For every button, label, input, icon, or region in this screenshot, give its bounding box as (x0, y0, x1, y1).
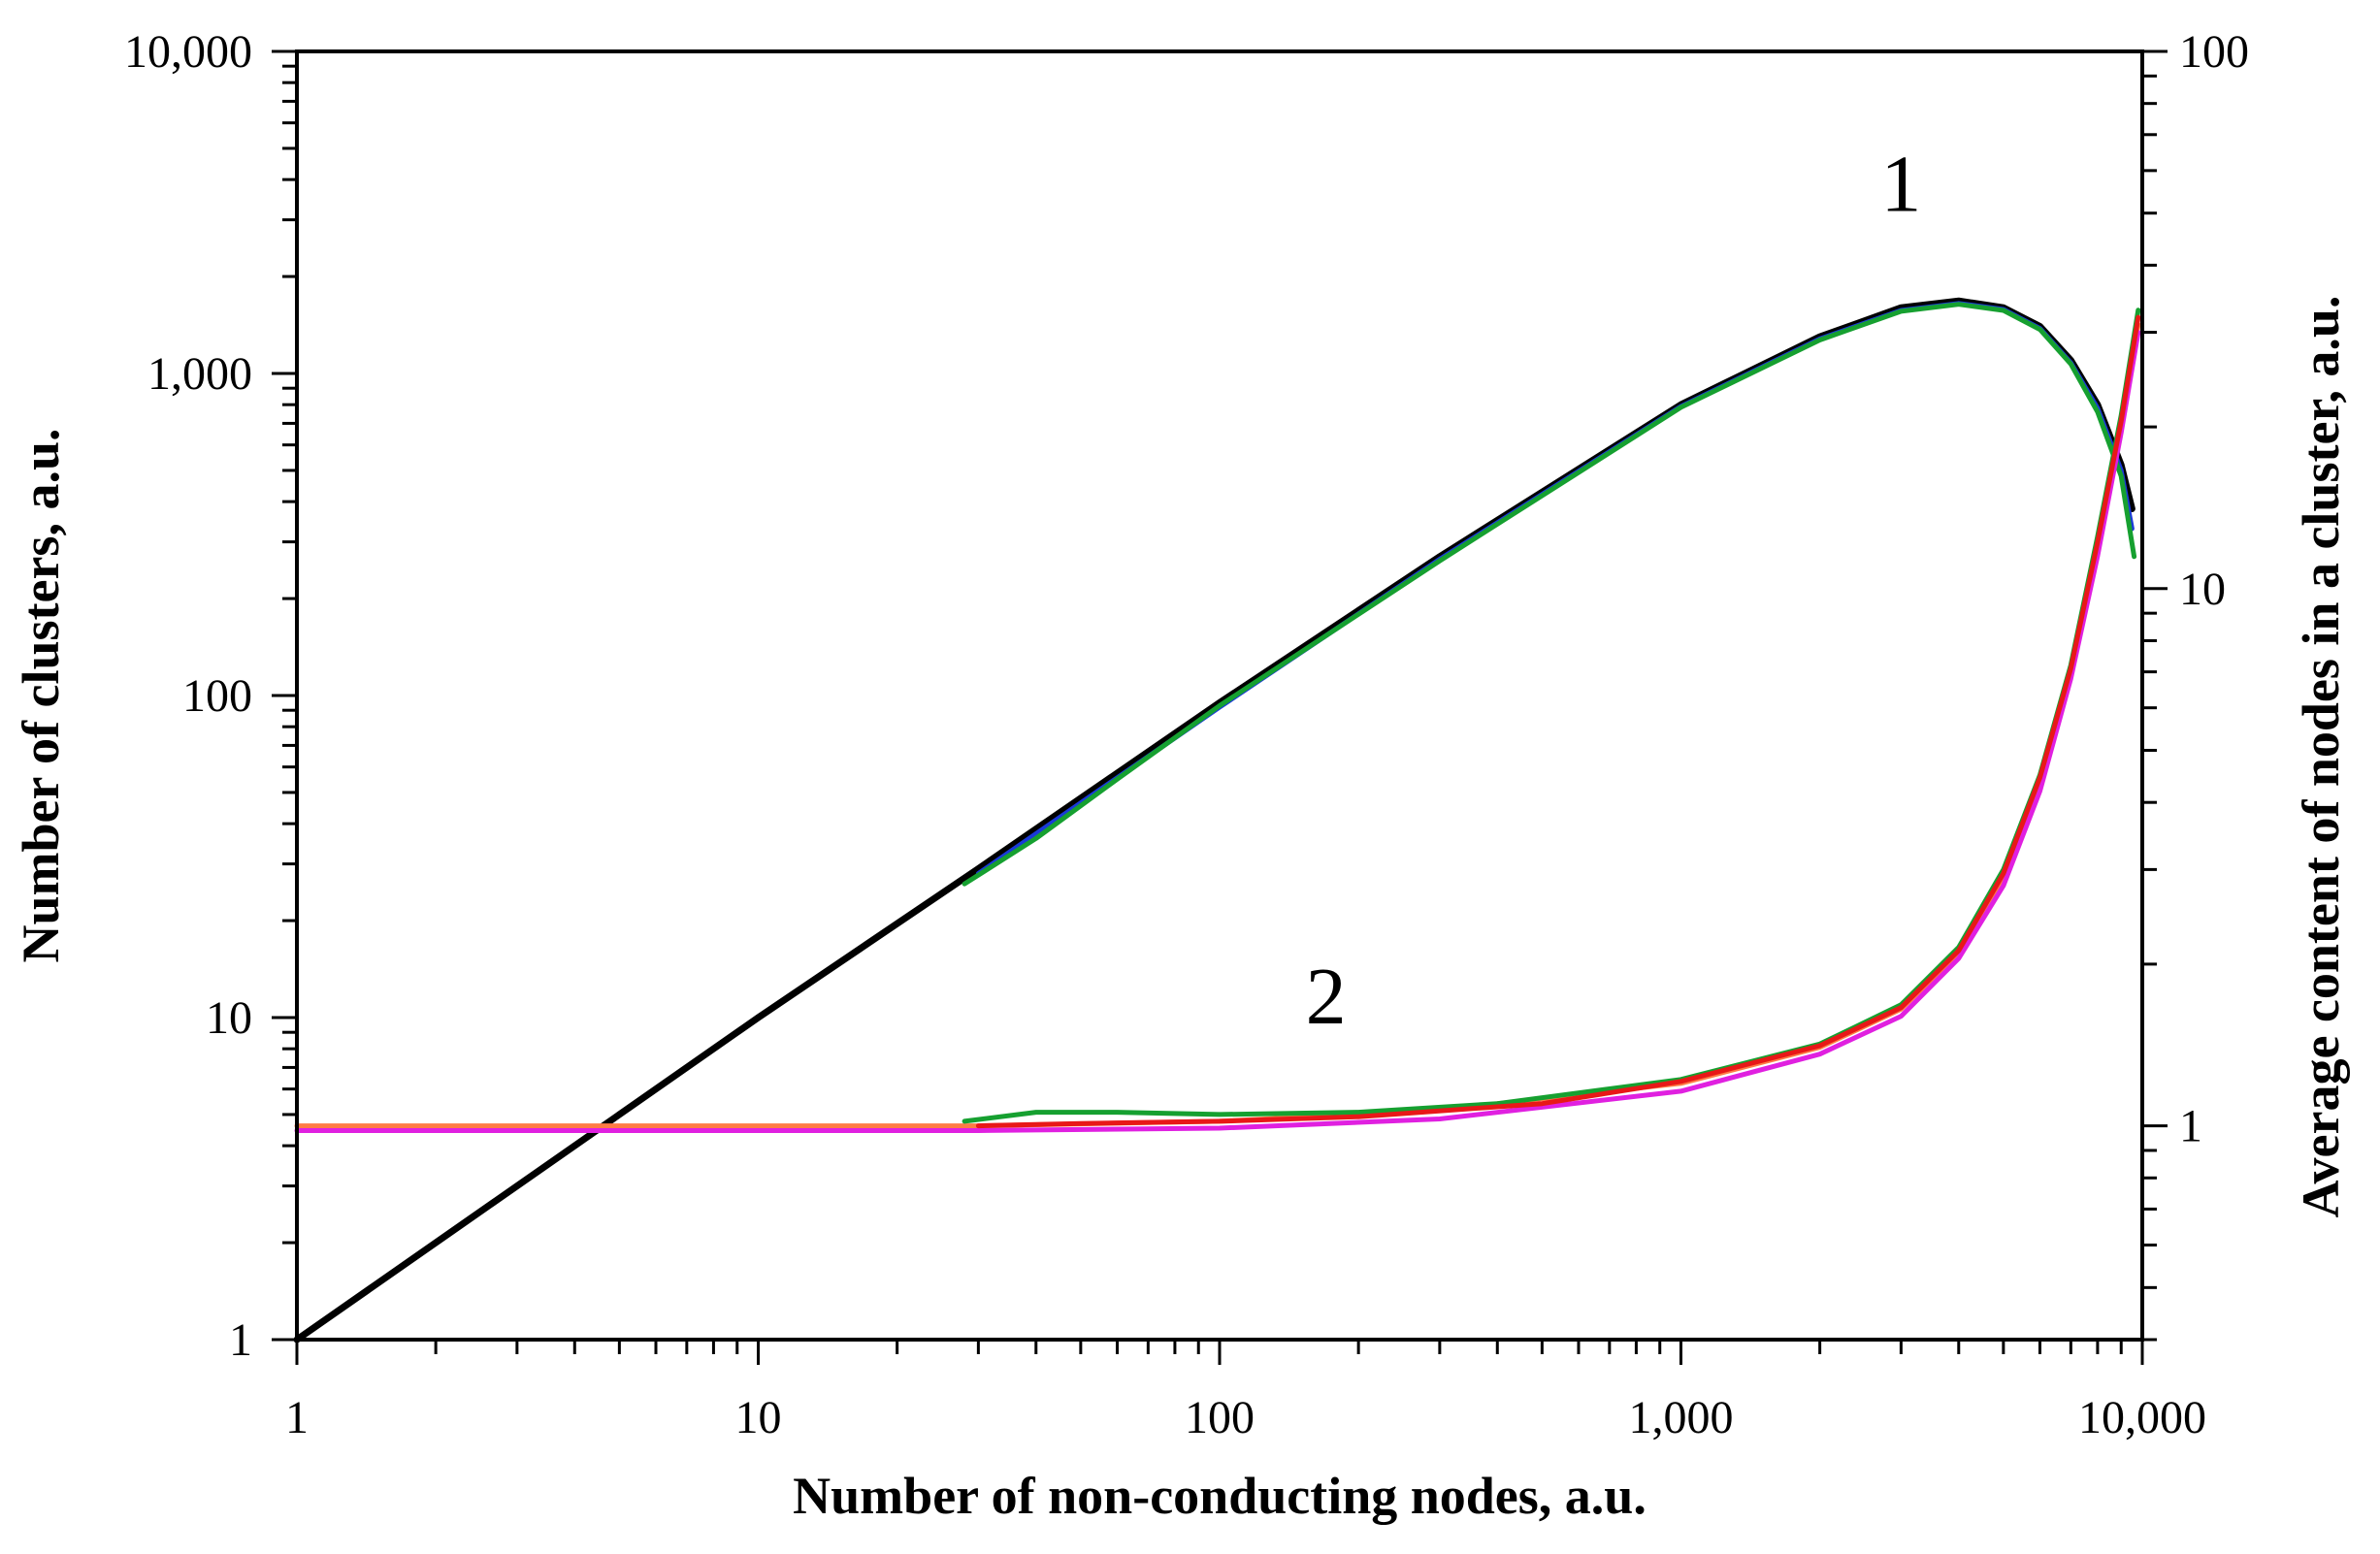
plot-lines (293, 297, 2141, 1344)
series-2-line (962, 308, 2141, 1124)
y2-tick-label: 100 (2179, 26, 2249, 78)
tick-labels: 1 10 100 1,000 10,000 1 10 100 1,000 10,000 1 10 100 (124, 26, 2249, 1443)
x-tick-label: 10 (735, 1392, 782, 1443)
x-tick-label: 10,000 (2078, 1392, 2206, 1443)
y-axis-title: Number of clusters, a.u. (12, 429, 70, 963)
series-2-line (294, 322, 2141, 1129)
x-tick-label: 1,000 (1629, 1392, 1734, 1443)
y-tick-label: 1 (229, 1314, 252, 1366)
series-2-line (294, 330, 2141, 1133)
y2-tick-label: 10 (2179, 564, 2226, 615)
annotations: 12 (1306, 139, 1922, 1042)
ticks (272, 49, 2168, 1365)
series-2-line (975, 314, 2141, 1129)
series-1-line (975, 301, 2135, 876)
y-tick-label: 1,000 (147, 348, 252, 400)
curve-label-1: 1 (1880, 139, 1921, 229)
x-axis-title: Number of non-conducting nodes, a.u. (793, 1467, 1646, 1525)
curve-label-2: 2 (1306, 952, 1347, 1042)
series-1-line (293, 297, 2135, 1344)
y-tick-label: 10,000 (124, 26, 252, 78)
y-tick-label: 100 (182, 670, 252, 722)
y2-axis-title: Average content of nodes in a cluster, a… (2292, 296, 2350, 1218)
y-tick-label: 10 (206, 992, 252, 1044)
x-tick-label: 1 (285, 1392, 309, 1443)
series-1-line (962, 302, 2137, 887)
y2-tick-label: 1 (2179, 1101, 2202, 1152)
x-tick-label: 100 (1185, 1392, 1255, 1443)
